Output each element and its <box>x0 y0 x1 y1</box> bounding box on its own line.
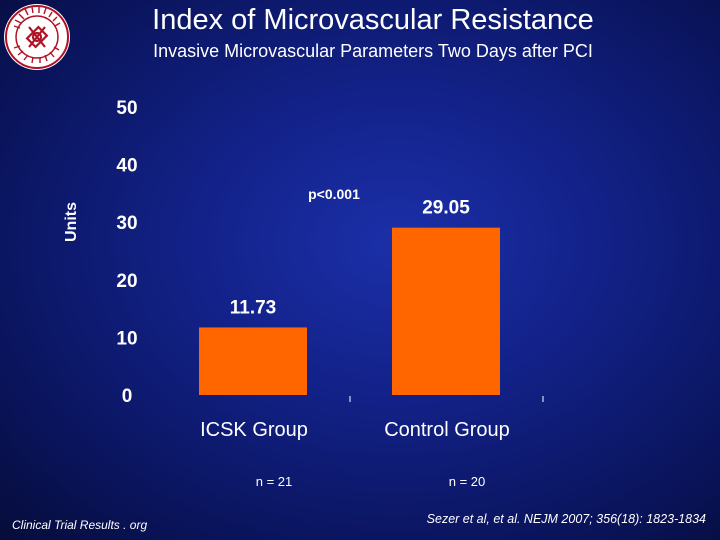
bar-value-label: 29.05 <box>422 198 470 219</box>
bar-control-group <box>392 227 500 395</box>
y-tick-label: 40 <box>116 156 137 177</box>
university-seal-logo <box>4 4 70 70</box>
x-category-label: Control Group <box>384 419 510 441</box>
y-tick-label: 50 <box>116 98 137 119</box>
x-category-label: ICSK Group <box>200 419 308 441</box>
footer-citation: Sezer et al, et al. NEJM 2007; 356(18): … <box>426 512 706 526</box>
p-value-annotation: p<0.001 <box>308 186 360 202</box>
y-axis-label: Units <box>63 202 80 242</box>
y-tick-label: 10 <box>116 328 137 349</box>
page-title: Index of Microvascular Resistance <box>152 4 594 36</box>
bar-value-label: 11.73 <box>230 297 277 318</box>
page-subtitle: Invasive Microvascular Parameters Two Da… <box>153 41 593 61</box>
y-tick-label: 20 <box>116 271 137 292</box>
sample-size-label: n = 21 <box>256 474 293 489</box>
y-tick-label: 0 <box>122 386 133 407</box>
y-tick-label: 30 <box>116 213 137 234</box>
sample-size-label: n = 20 <box>449 474 486 489</box>
footer-source: Clinical Trial Results . org <box>12 518 148 532</box>
bar-icsk-group <box>199 327 307 395</box>
